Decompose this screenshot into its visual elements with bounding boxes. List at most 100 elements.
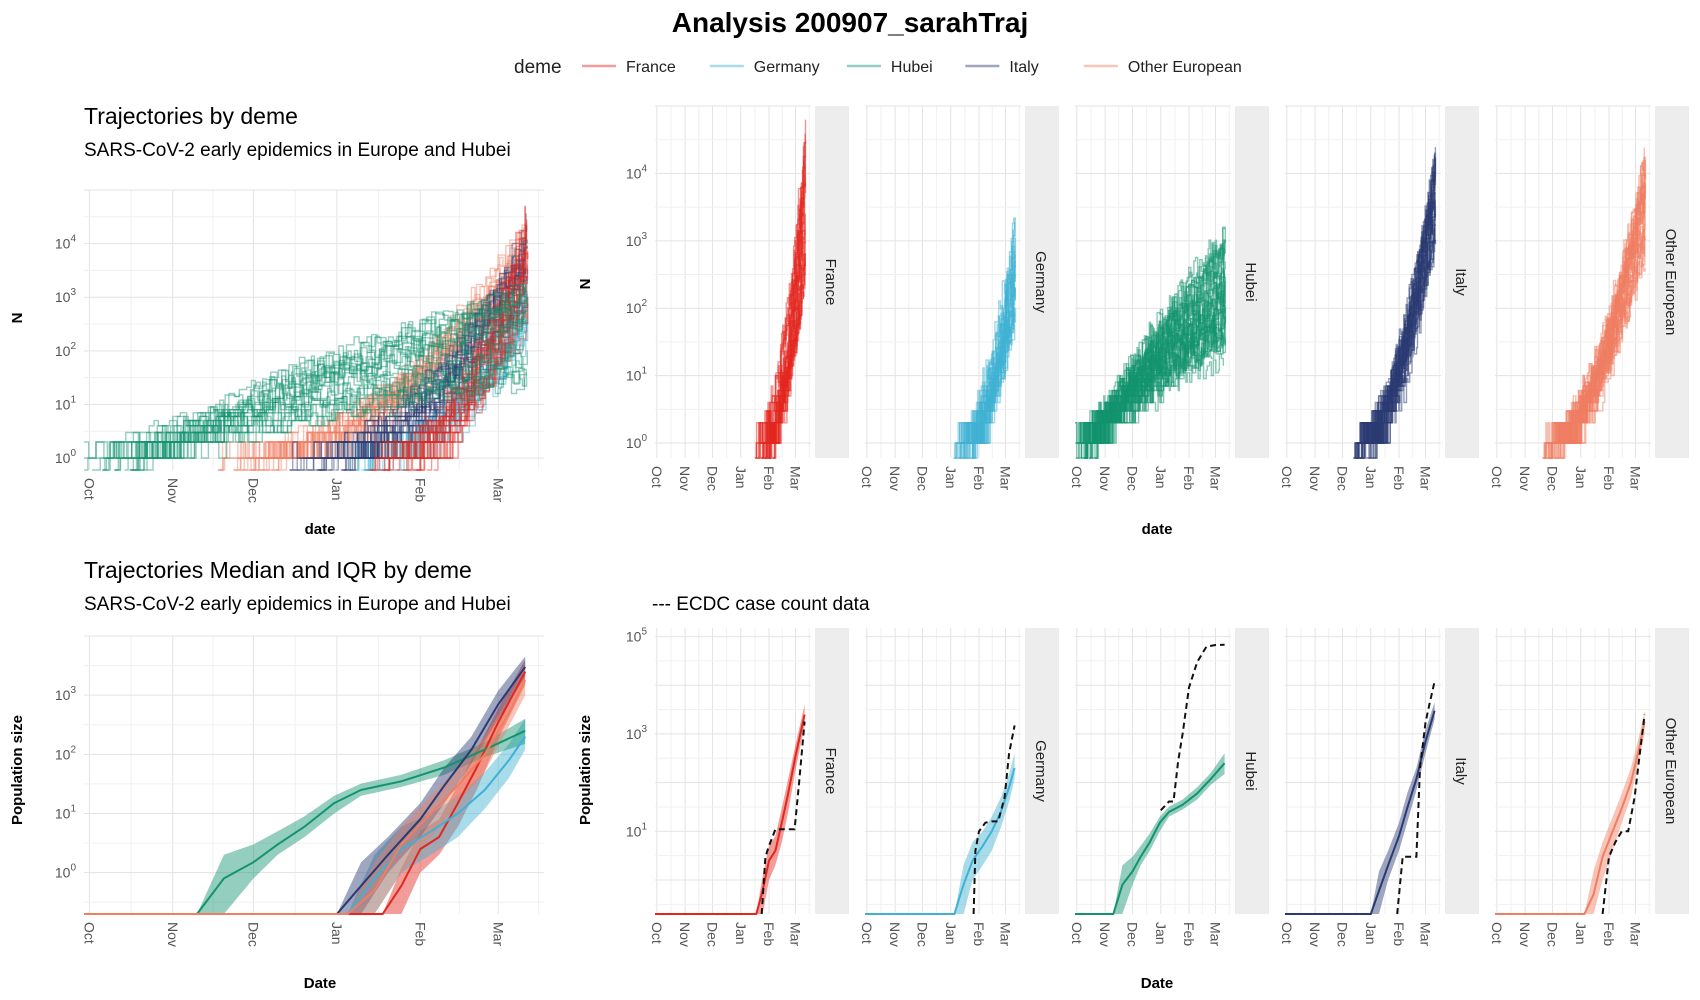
median-iqr-facet-hubei-xtick: Dec <box>1124 922 1140 947</box>
median-iqr-facet-italy-xtick: Feb <box>1391 922 1407 946</box>
trajectory-germany <box>364 318 523 471</box>
trajectory-hubei <box>115 291 528 471</box>
iqr-band-germany <box>347 718 526 914</box>
median-iqr-facet-hubei-strip-bg <box>1235 628 1269 914</box>
trajectory-hubei <box>134 364 527 471</box>
median-iqr-facet-italy-xtick: Mar <box>1417 922 1433 946</box>
trajectory-france <box>415 264 528 471</box>
median-iqr-facet-other-european-xtick: Mar <box>1627 922 1643 946</box>
trajectories-facet-other-european-strip: Other European <box>1655 106 1689 458</box>
median-iqr-facet-france-ytick-exp: 5 <box>641 627 647 638</box>
median-iqr-facet-france-xtick: Oct <box>649 922 665 944</box>
trajectory-italy <box>1353 239 1437 459</box>
median-iqr-facet-germany: Oct Nov Dec Jan Feb Mar Germany <box>859 628 1059 947</box>
trajectory-hubei <box>105 346 528 471</box>
trajectories-facet-italy-strip-bg <box>1445 106 1479 458</box>
trajectory-france <box>382 205 526 471</box>
trajectories-facet-germany-xtick: Feb <box>971 466 987 490</box>
legend-label-italy: Italy <box>1009 59 1038 76</box>
trajectory-germany <box>972 288 1016 459</box>
median-iqr-facet-italy-strip-label: Italy <box>1452 757 1469 785</box>
trajectories-facet-other-european-xtick: Dec <box>1544 466 1560 491</box>
trajectories-facet-france-xtick: Dec <box>704 466 720 491</box>
median-iqr-facet-hubei-grid <box>1075 628 1231 914</box>
iqr-band-hubei <box>1113 753 1225 914</box>
trajectories-facet-italy-xtick: Dec <box>1334 466 1350 491</box>
median-iqr-facet-france-xtick: Mar <box>787 922 803 946</box>
trajectory-germany <box>373 309 527 471</box>
median-iqr-facet-france-strip-bg <box>815 628 849 914</box>
trajectories-overlay-ytick-exp: 1 <box>70 394 76 405</box>
trajectory-other-european <box>249 275 528 471</box>
trajectory-other-european <box>219 256 529 471</box>
xlabel-top-right: date <box>1142 521 1173 538</box>
trajectories-overlay-xtick: Dec <box>245 478 261 503</box>
trajectory-france <box>755 200 805 459</box>
median-iqr-facet-hubei-strip: Hubei <box>1235 628 1269 914</box>
median-line-other-european <box>1495 721 1646 915</box>
trajectory-germany <box>397 333 524 471</box>
trajectories-overlay-ytick-exp: 3 <box>70 287 76 298</box>
median-iqr-facet-france-ytick: 105 <box>626 627 648 645</box>
trajectory-hubei <box>129 300 527 471</box>
trajectory-italy <box>296 268 526 471</box>
median-iqr-facet-germany-strip-label: Germany <box>1032 740 1049 802</box>
trajectories-overlay-lines <box>84 205 529 471</box>
trajectory-germany <box>353 305 527 471</box>
trajectories-facet-lines-hubei <box>1075 226 1227 459</box>
trajectories-facet-hubei-xtick: Feb <box>1181 466 1197 490</box>
median-iqr-overlay-xtick: Oct <box>81 922 97 944</box>
iqr-band-germany <box>954 753 1015 914</box>
trajectory-italy <box>349 275 528 471</box>
median-iqr-facet-france-xtick: Dec <box>704 922 720 947</box>
trajectory-other-european <box>274 224 526 471</box>
median-iqr-facet-other-european-strip: Other European <box>1655 628 1689 914</box>
trajectories-facet-italy-xtick: Jan <box>1363 466 1379 489</box>
trajectories-facet-france-ytick-exp: 3 <box>641 231 647 242</box>
trajectory-france <box>383 276 525 471</box>
median-iqr-overlay-ytick-exp: 2 <box>70 744 76 755</box>
ylabel-top-left: N <box>9 313 26 324</box>
trajectory-italy <box>1364 174 1436 459</box>
iqr-band-france <box>382 659 526 914</box>
median-line-germany <box>865 767 1016 915</box>
trajectory-hubei <box>1089 309 1226 459</box>
median-iqr-facet-italy-xtick: Jan <box>1363 922 1379 945</box>
trajectory-other-european <box>233 242 528 471</box>
trajectory-france <box>370 245 525 471</box>
trajectories-facet-other-european-xtick: Mar <box>1627 466 1643 490</box>
trajectories-overlay-xtick: Feb <box>412 478 428 502</box>
trajectories-facet-france-strip-bg <box>815 106 849 458</box>
median-iqr-facet-series-other-european <box>1495 710 1646 915</box>
median-iqr-facet-france-xtick: Nov <box>677 922 693 947</box>
trajectory-hubei <box>137 372 526 471</box>
median-iqr-facet-hubei-xtick: Oct <box>1069 922 1085 944</box>
trajectory-italy <box>314 253 526 471</box>
trajectory-italy <box>342 266 525 471</box>
panel-title-median-iqr: Trajectories Median and IQR by deme <box>84 557 472 583</box>
trajectory-germany <box>360 299 523 471</box>
trajectory-italy <box>306 259 524 471</box>
median-line-italy <box>84 666 527 915</box>
trajectories-facet-other-european-xtick: Feb <box>1601 466 1617 490</box>
trajectories-facet-france-ytick-exp: 4 <box>641 163 647 174</box>
median-iqr-facet-hubei-xtick: Jan <box>1153 922 1169 945</box>
trajectory-france <box>420 206 526 471</box>
trajectories-facet-hubei-strip-bg <box>1235 106 1269 458</box>
median-iqr-overlay-xtick: Jan <box>329 922 345 945</box>
trajectories-facet-hubei: Oct Nov Dec Jan Feb Mar Hubei <box>1069 105 1269 491</box>
median-iqr-overlay-ytick: 101 <box>55 803 77 821</box>
trajectory-other-european <box>281 233 526 471</box>
trajectories-facet-france-xtick: Mar <box>787 466 803 490</box>
trajectories-facet-germany: Oct Nov Dec Jan Feb Mar Germany <box>859 105 1059 491</box>
median-iqr-facet-other-european: Oct Nov Dec Jan Feb Mar Other European <box>1489 628 1689 947</box>
trajectories-facet-italy-strip: Italy <box>1445 106 1479 458</box>
ecdc-line-other-european <box>1601 714 1646 915</box>
trajectory-france <box>407 266 526 471</box>
median-iqr-facet-other-european-xtick: Jan <box>1573 922 1589 945</box>
trajectory-france <box>376 310 526 471</box>
trajectories-facet-italy-xtick: Nov <box>1307 466 1323 491</box>
trajectories-overlay-ytick-exp: 0 <box>70 448 76 459</box>
